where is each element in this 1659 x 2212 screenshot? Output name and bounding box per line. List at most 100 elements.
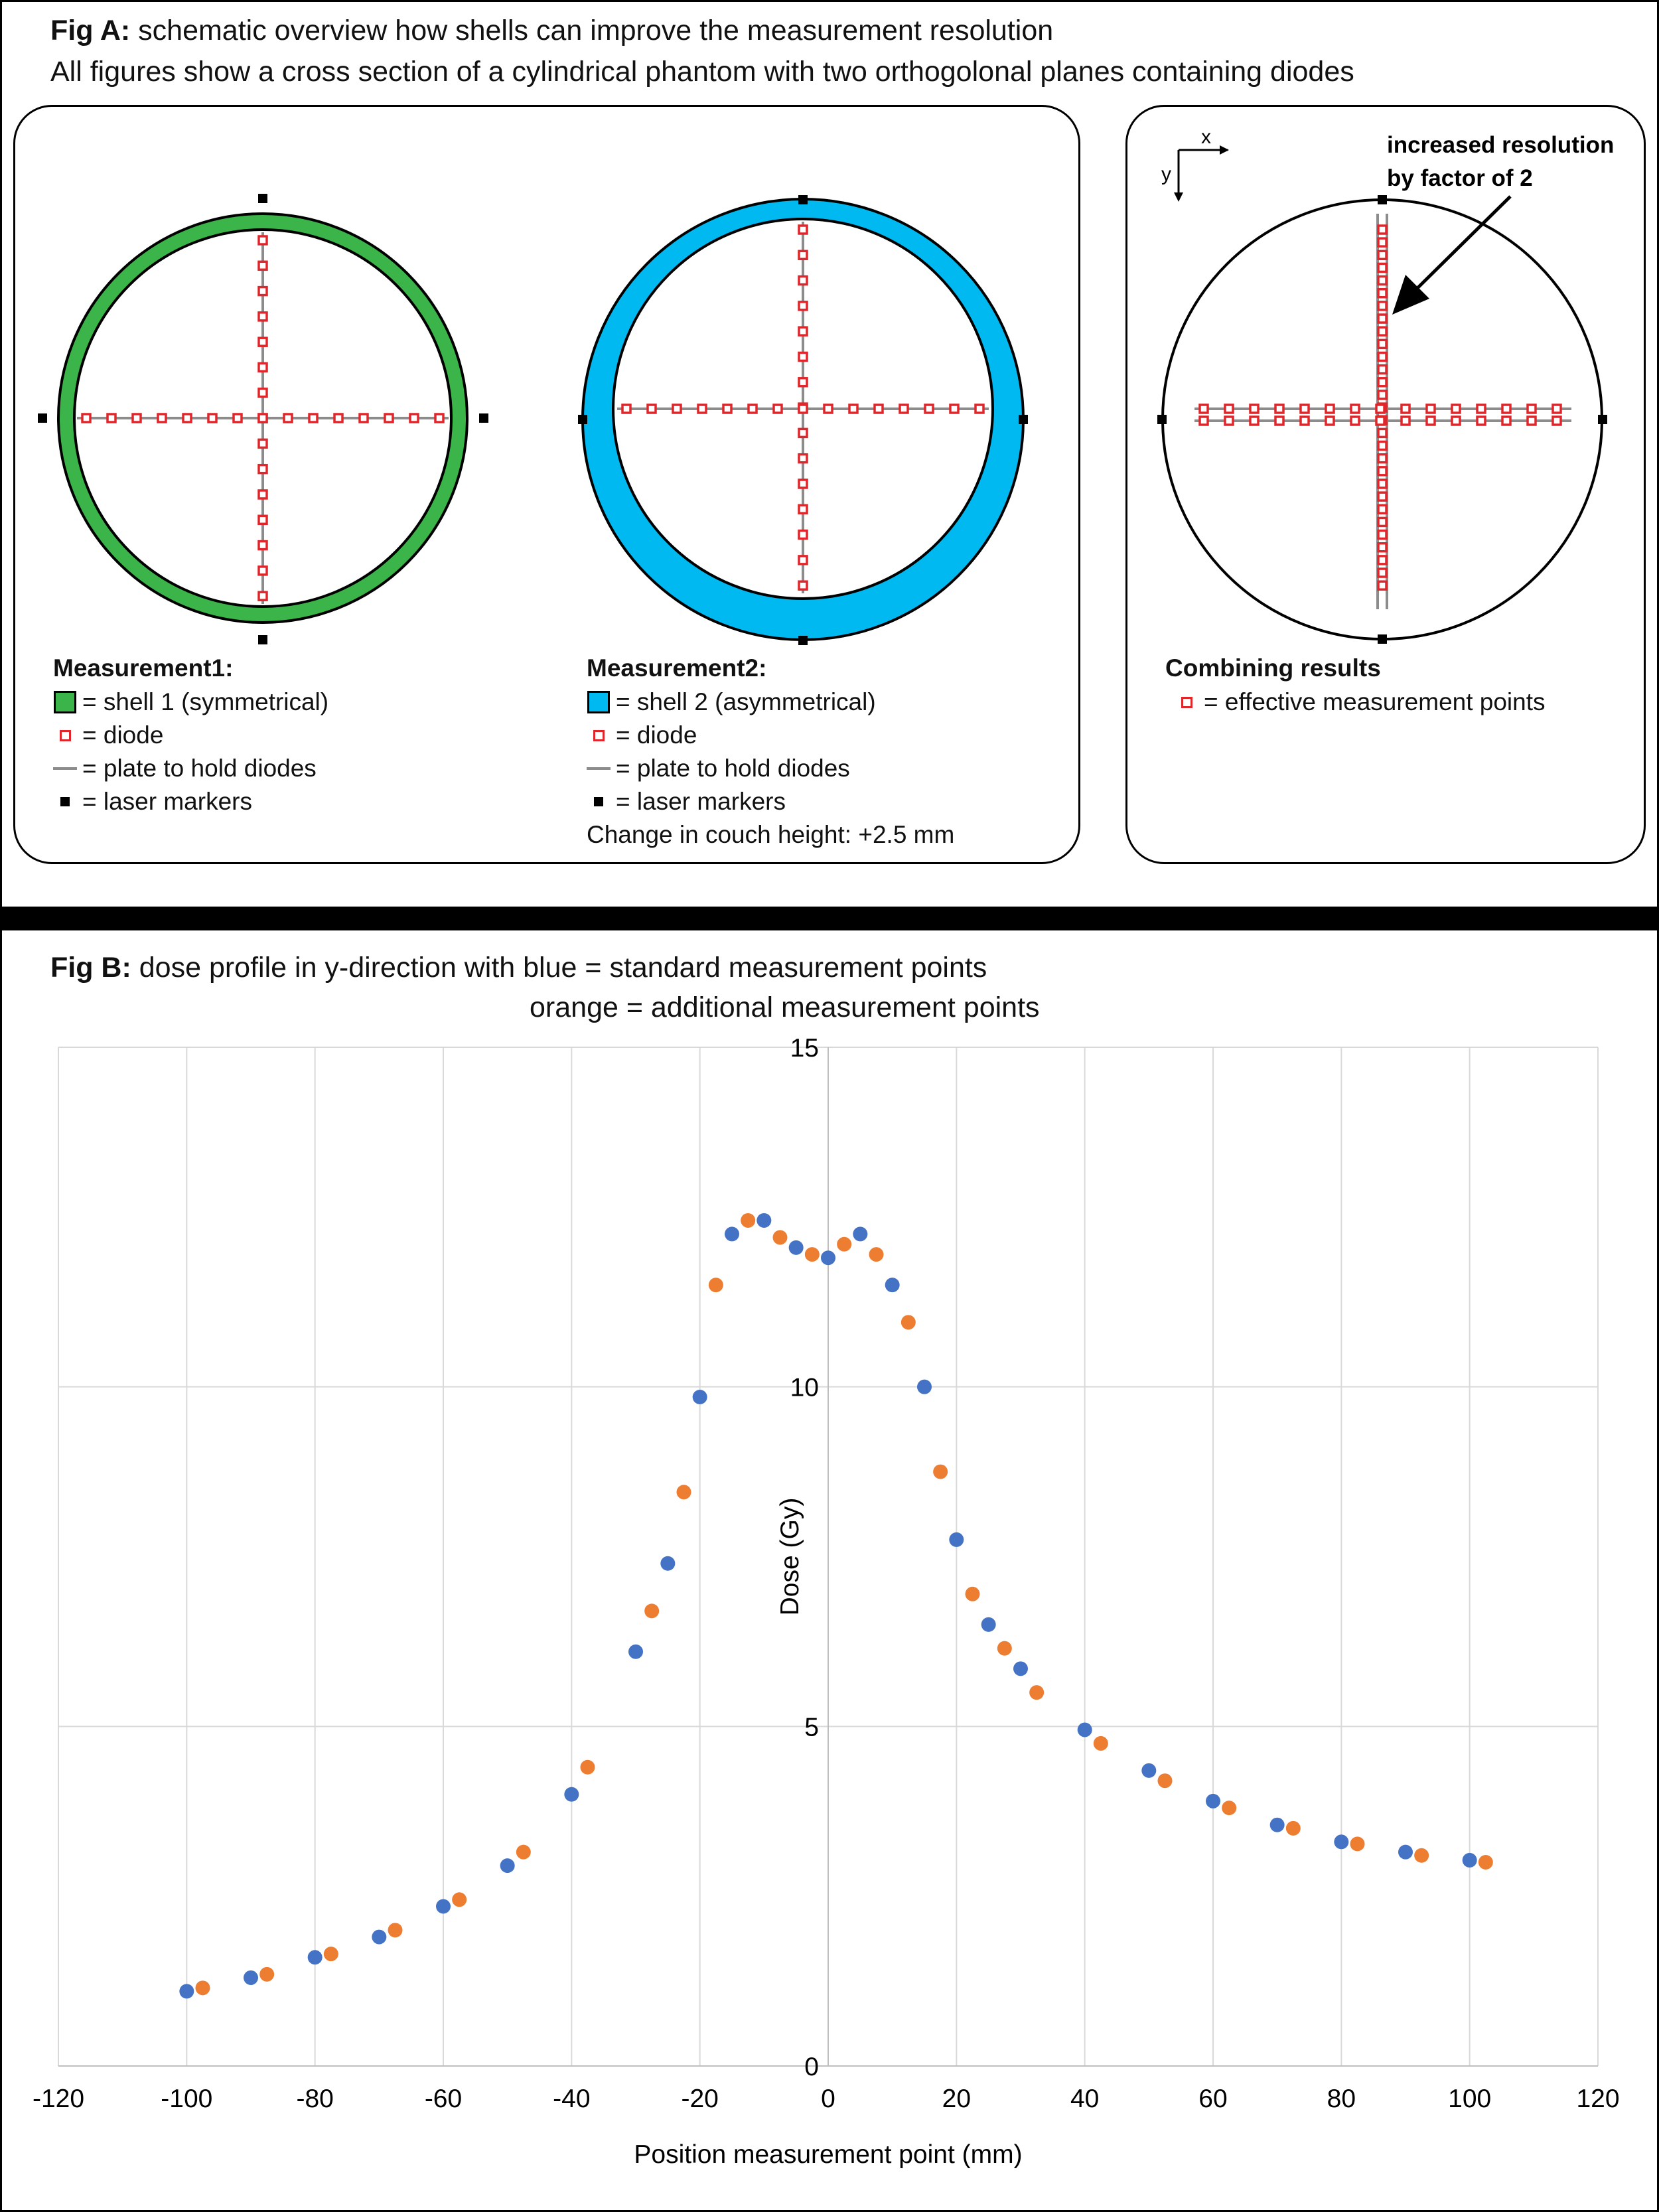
additional-point (1029, 1685, 1045, 1700)
measurement1-heading: Measurement1: (53, 654, 234, 682)
diode (1377, 453, 1388, 464)
diode (1377, 288, 1388, 299)
diode (232, 413, 243, 423)
additional-point (580, 1759, 595, 1775)
diode (157, 413, 167, 423)
additional-point (997, 1641, 1012, 1656)
diode (1299, 404, 1310, 414)
standard-point (660, 1556, 676, 1571)
diode (772, 404, 783, 414)
diode (798, 250, 808, 261)
diode (358, 413, 369, 423)
diode (384, 413, 394, 423)
diode-symbol (593, 729, 605, 741)
measurement2-phantom (578, 195, 1028, 645)
annotation-line1: increased resolution (1387, 132, 1614, 158)
diode (257, 336, 268, 347)
diode (257, 235, 268, 246)
diode (257, 591, 268, 601)
diode (949, 404, 960, 414)
standard-point (179, 1984, 194, 1999)
diode (899, 404, 909, 414)
additional-point (1285, 1820, 1301, 1836)
standard-point (788, 1240, 804, 1255)
standard-point (1398, 1844, 1413, 1860)
laser-marker-left (1157, 415, 1167, 424)
additional-point (1478, 1855, 1493, 1870)
standard-point (821, 1250, 835, 1266)
additional-point (323, 1947, 338, 1962)
diode (1377, 580, 1388, 591)
diode (1377, 516, 1388, 528)
diode (257, 388, 268, 398)
diode (974, 404, 985, 414)
y-tick-label: 5 (804, 1713, 819, 1741)
fig-a-title: Fig A: schematic overview how shells can… (50, 15, 1054, 46)
diodes2 (621, 224, 985, 591)
y-tick-label: 10 (790, 1374, 819, 1402)
additional-point (259, 1966, 275, 1982)
x-tick-label: 100 (1448, 2085, 1491, 2113)
x-tick-label: 20 (942, 2085, 971, 2113)
diode (106, 413, 117, 423)
y-tick-label: 15 (790, 1034, 819, 1063)
standard-point (436, 1899, 451, 1914)
laser-marker-top (798, 195, 808, 204)
diode (1377, 250, 1388, 261)
additional-point (1157, 1773, 1173, 1789)
diode (1526, 404, 1537, 414)
standard-point (564, 1787, 579, 1802)
combining-heading: Combining results (1165, 654, 1381, 682)
standard-point (244, 1970, 258, 1985)
separator-band (0, 907, 1659, 930)
diode (257, 260, 268, 271)
diode (308, 413, 319, 423)
laser-marker-right (1598, 415, 1607, 424)
laser-marker-bottom (798, 636, 808, 645)
laser-symbol (60, 797, 70, 806)
shell2-swatch (587, 691, 610, 713)
diode (1377, 275, 1388, 286)
x-tick-label: 40 (1070, 2085, 1099, 2113)
legend-laser: = laser markers (52, 786, 252, 818)
diode (1198, 404, 1209, 414)
standard-point (1206, 1793, 1220, 1808)
laser-marker-right (479, 413, 488, 423)
laser-marker-top (1378, 195, 1387, 204)
y-tick-labels: 0 5 10 15 (790, 1034, 819, 2081)
measurement1-phantom (38, 194, 488, 644)
diode (207, 413, 218, 423)
diode (1377, 237, 1388, 248)
diode (1425, 404, 1436, 414)
diode (798, 529, 808, 540)
x-tick-label: -80 (296, 2085, 333, 2113)
additional-point (804, 1247, 820, 1262)
diode (798, 351, 808, 362)
diode (1377, 338, 1388, 350)
diode (1501, 415, 1512, 426)
diode (722, 404, 733, 414)
additional-point (933, 1464, 948, 1479)
effective-point-symbol (1181, 696, 1192, 708)
diode (1325, 404, 1335, 414)
diode (798, 377, 808, 388)
laser-marker-bottom (258, 635, 267, 644)
additional-point (644, 1603, 660, 1619)
diode (182, 413, 192, 423)
x-tick-label: 80 (1327, 2085, 1356, 2113)
x-tick-label: -20 (681, 2085, 718, 2113)
diode (1350, 404, 1360, 414)
annotation-arrow-line (1412, 195, 1512, 293)
y-tick-label: 0 (804, 2053, 819, 2081)
standard-point (885, 1278, 900, 1293)
diode (798, 504, 808, 515)
x-tick-label: 120 (1576, 2085, 1619, 2113)
additional-point (1093, 1735, 1108, 1751)
plate-symbol (587, 767, 611, 770)
diode (798, 453, 808, 464)
fig-b-title: Fig B: dose profile in y-direction with … (50, 952, 987, 984)
measurement2-heading: Measurement2: (587, 654, 767, 682)
diode (1249, 415, 1260, 426)
diode (697, 404, 707, 414)
diodes1 (81, 235, 445, 601)
